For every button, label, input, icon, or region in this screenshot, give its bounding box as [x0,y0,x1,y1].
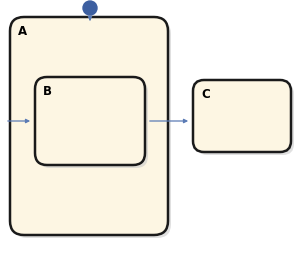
Circle shape [83,1,97,15]
Text: A: A [18,25,27,38]
Text: C: C [201,88,210,101]
FancyBboxPatch shape [193,80,291,152]
Text: B: B [43,85,52,98]
FancyBboxPatch shape [10,17,168,235]
FancyBboxPatch shape [196,83,294,155]
FancyBboxPatch shape [13,20,171,238]
FancyBboxPatch shape [38,80,148,168]
FancyBboxPatch shape [35,77,145,165]
